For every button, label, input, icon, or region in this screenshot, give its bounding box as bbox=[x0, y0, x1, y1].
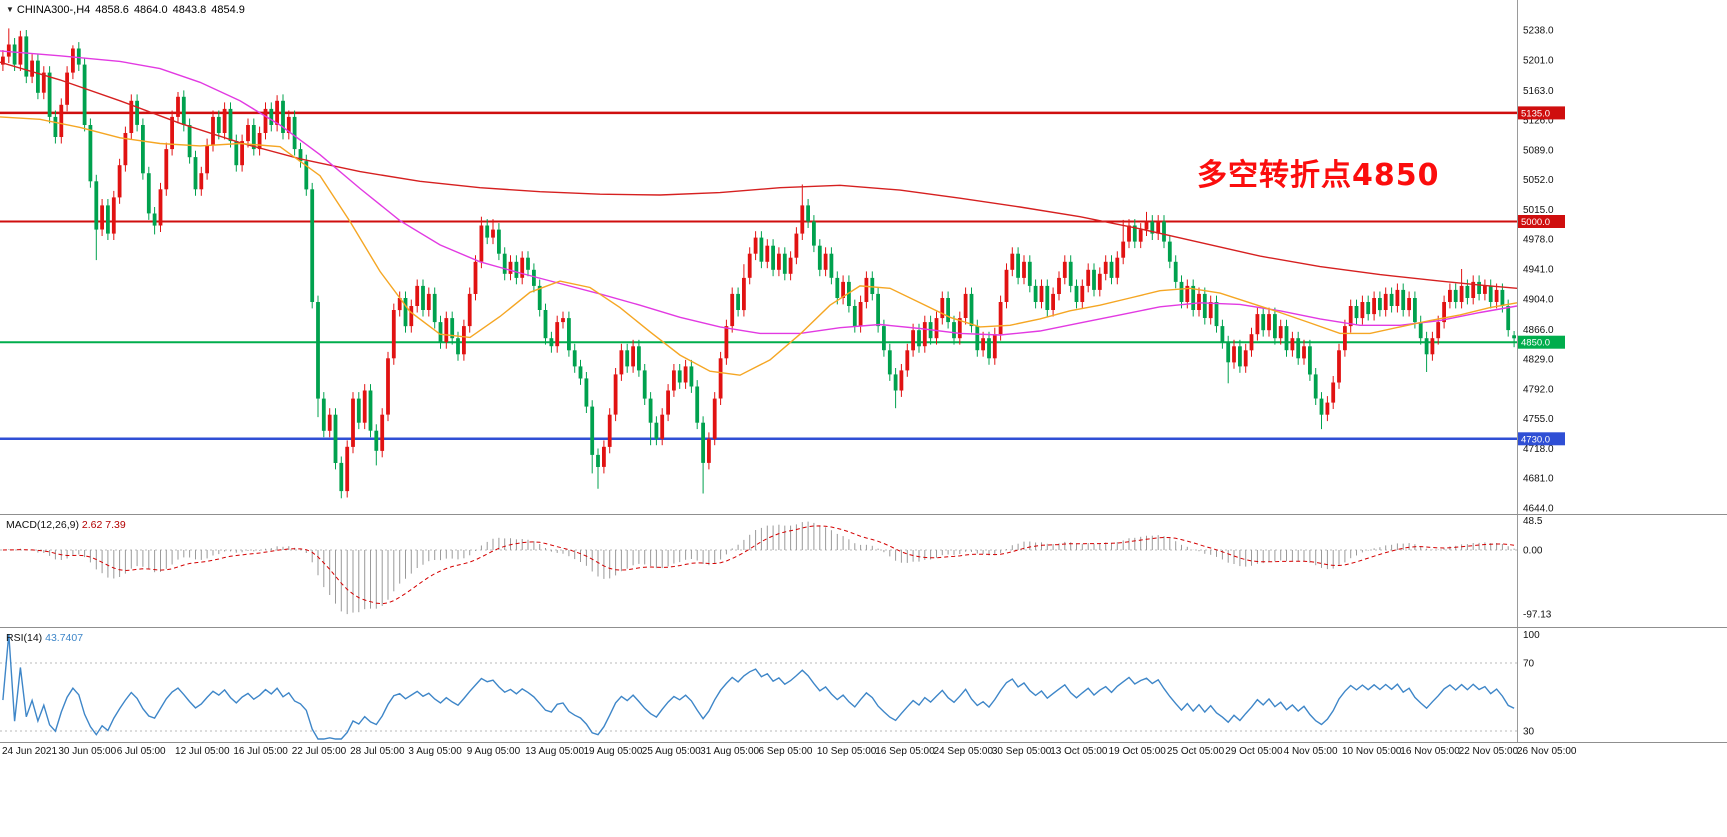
chart-marker-icon[interactable]: ▼ bbox=[6, 5, 14, 14]
price-line-tag bbox=[1518, 215, 1565, 228]
price-line-tag-label: 4730.0 bbox=[1521, 434, 1550, 445]
symbol-timeframe: CHINA300-,H4 bbox=[16, 4, 91, 16]
time-tick-label: 19 Oct 05:00 bbox=[1108, 746, 1166, 757]
price-line-tag-label: 5135.0 bbox=[1521, 108, 1550, 119]
time-tick-label: 6 Jul 05:00 bbox=[116, 746, 166, 757]
trend-annotation[interactable]: 多空转折点4850 bbox=[1197, 158, 1440, 193]
price-tick-label: 4755.0 bbox=[1523, 414, 1554, 425]
price-tick-label: 4829.0 bbox=[1523, 355, 1554, 366]
candlestick-series[interactable] bbox=[1, 28, 1516, 499]
high-value: 4864.0 bbox=[133, 4, 168, 16]
price-axis-separator bbox=[1517, 0, 1518, 743]
time-tick-label: 9 Aug 05:00 bbox=[466, 746, 521, 757]
rsi-indicator-label: RSI(14) 43.7407 bbox=[6, 632, 83, 644]
price-tick-label: 5201.0 bbox=[1523, 55, 1554, 66]
time-tick-label: 19 Aug 05:00 bbox=[583, 746, 643, 757]
moving-average-red bbox=[0, 61, 1518, 289]
time-tick-label: 13 Oct 05:00 bbox=[1050, 746, 1108, 757]
time-tick-label: 30 Jun 05:00 bbox=[58, 746, 117, 757]
quote-bar: ▼ CHINA300-,H4 4858.6 4864.0 4843.8 4854.9 bbox=[6, 4, 250, 16]
time-tick-label: 13 Aug 05:00 bbox=[525, 746, 585, 757]
rsi-line bbox=[2, 633, 1515, 740]
price-tick-label: 5089.0 bbox=[1523, 145, 1554, 156]
price-tick-label: 5163.0 bbox=[1523, 86, 1554, 97]
time-tick-label: 10 Sep 05:00 bbox=[816, 746, 877, 757]
time-tick-label: 4 Nov 05:00 bbox=[1283, 746, 1338, 757]
macd-axis-label: 48.5 bbox=[1523, 516, 1543, 527]
price-tick-label: 5015.0 bbox=[1523, 205, 1554, 216]
price-line-tag bbox=[1518, 432, 1565, 446]
close-value: 4854.9 bbox=[211, 4, 245, 16]
time-tick-label: 16 Sep 05:00 bbox=[875, 746, 935, 757]
macd-signal-line bbox=[2, 525, 1515, 605]
macd-axis-label: 0.00 bbox=[1523, 546, 1543, 557]
rsi-axis-label: 70 bbox=[1523, 659, 1535, 670]
price-line-tag-label: 5000.0 bbox=[1521, 217, 1550, 228]
macd-indicator-label: MACD(12,26,9) 2.62 7.39 bbox=[6, 519, 126, 531]
rsi-value: 43.7407 bbox=[45, 632, 84, 644]
panel-separator[interactable] bbox=[0, 627, 1727, 628]
price-tick-label: 5238.0 bbox=[1523, 26, 1554, 37]
rsi-panel[interactable]: 100 70 30 bbox=[0, 628, 1727, 742]
open-value: 4858.6 bbox=[95, 4, 129, 16]
time-tick-label: 25 Oct 05:00 bbox=[1166, 746, 1225, 757]
time-tick-label: 6 Sep 05:00 bbox=[758, 746, 813, 757]
price-tick-label: 4941.0 bbox=[1523, 265, 1554, 276]
price-tick-label: 5052.0 bbox=[1523, 175, 1554, 186]
macd-values: 2.62 7.39 bbox=[81, 519, 126, 531]
moving-average-orange bbox=[0, 116, 1518, 376]
price-tick-label: 4718.0 bbox=[1523, 444, 1554, 455]
macd-axis-label: -97.13 bbox=[1523, 610, 1552, 621]
rsi-name: RSI(14) bbox=[6, 632, 43, 644]
time-tick-label: 30 Sep 05:00 bbox=[991, 746, 1052, 757]
price-tick-label: 4644.0 bbox=[1523, 504, 1554, 515]
time-tick-label: 16 Nov 05:00 bbox=[1400, 746, 1460, 757]
price-line-tag bbox=[1518, 106, 1565, 120]
time-tick-label: 3 Aug 05:00 bbox=[408, 746, 462, 757]
price-tick-label: 4866.0 bbox=[1523, 325, 1554, 336]
time-tick-label: 10 Nov 05:00 bbox=[1341, 746, 1402, 757]
time-tick-label: 28 Jul 05:00 bbox=[350, 746, 405, 757]
price-tick-label: 4904.0 bbox=[1523, 294, 1554, 305]
time-tick-label: 22 Jul 05:00 bbox=[291, 746, 347, 757]
time-tick-label: 24 Sep 05:00 bbox=[933, 746, 994, 757]
time-tick-label: 25 Aug 05:00 bbox=[641, 746, 701, 757]
time-tick-label: 12 Jul 05:00 bbox=[175, 746, 230, 757]
price-tick-label: 4978.0 bbox=[1523, 235, 1554, 246]
price-line-tag bbox=[1518, 335, 1565, 349]
main-price-chart[interactable]: 5238.0 5201.0 5163.0 5126.0 5089.0 5052.0 5015… bbox=[0, 0, 1727, 515]
rsi-axis-label: 100 bbox=[1523, 630, 1540, 641]
time-tick-label: 31 Aug 05:00 bbox=[700, 746, 760, 757]
panel-separator[interactable] bbox=[0, 514, 1727, 515]
rsi-axis-label: 30 bbox=[1523, 727, 1535, 738]
price-tick-label: 5126.0 bbox=[1523, 116, 1554, 127]
price-tick-label: 4681.0 bbox=[1523, 474, 1554, 485]
panel-separator bbox=[0, 742, 1727, 743]
time-axis[interactable]: 24 Jun 2021 30 Jun 05:00 6 Jul 05:00 12 Jul… bbox=[0, 746, 1727, 762]
time-tick-label: 16 Jul 05:00 bbox=[233, 746, 288, 757]
macd-panel[interactable]: 48.5 0.00 -97.13 bbox=[0, 515, 1727, 628]
time-tick-label: 29 Oct 05:00 bbox=[1225, 746, 1283, 757]
price-tick-label: 4792.0 bbox=[1523, 384, 1554, 395]
time-tick-label: 26 Nov 05:00 bbox=[1517, 746, 1577, 757]
time-tick-label: 24 Jun 2021 bbox=[2, 746, 58, 757]
price-line-tag-label: 4850.0 bbox=[1521, 338, 1550, 349]
macd-histogram bbox=[8, 521, 1515, 615]
low-value: 4843.8 bbox=[172, 4, 207, 16]
macd-name: MACD(12,26,9) bbox=[6, 519, 79, 531]
time-tick-label: 22 Nov 05:00 bbox=[1458, 746, 1519, 757]
